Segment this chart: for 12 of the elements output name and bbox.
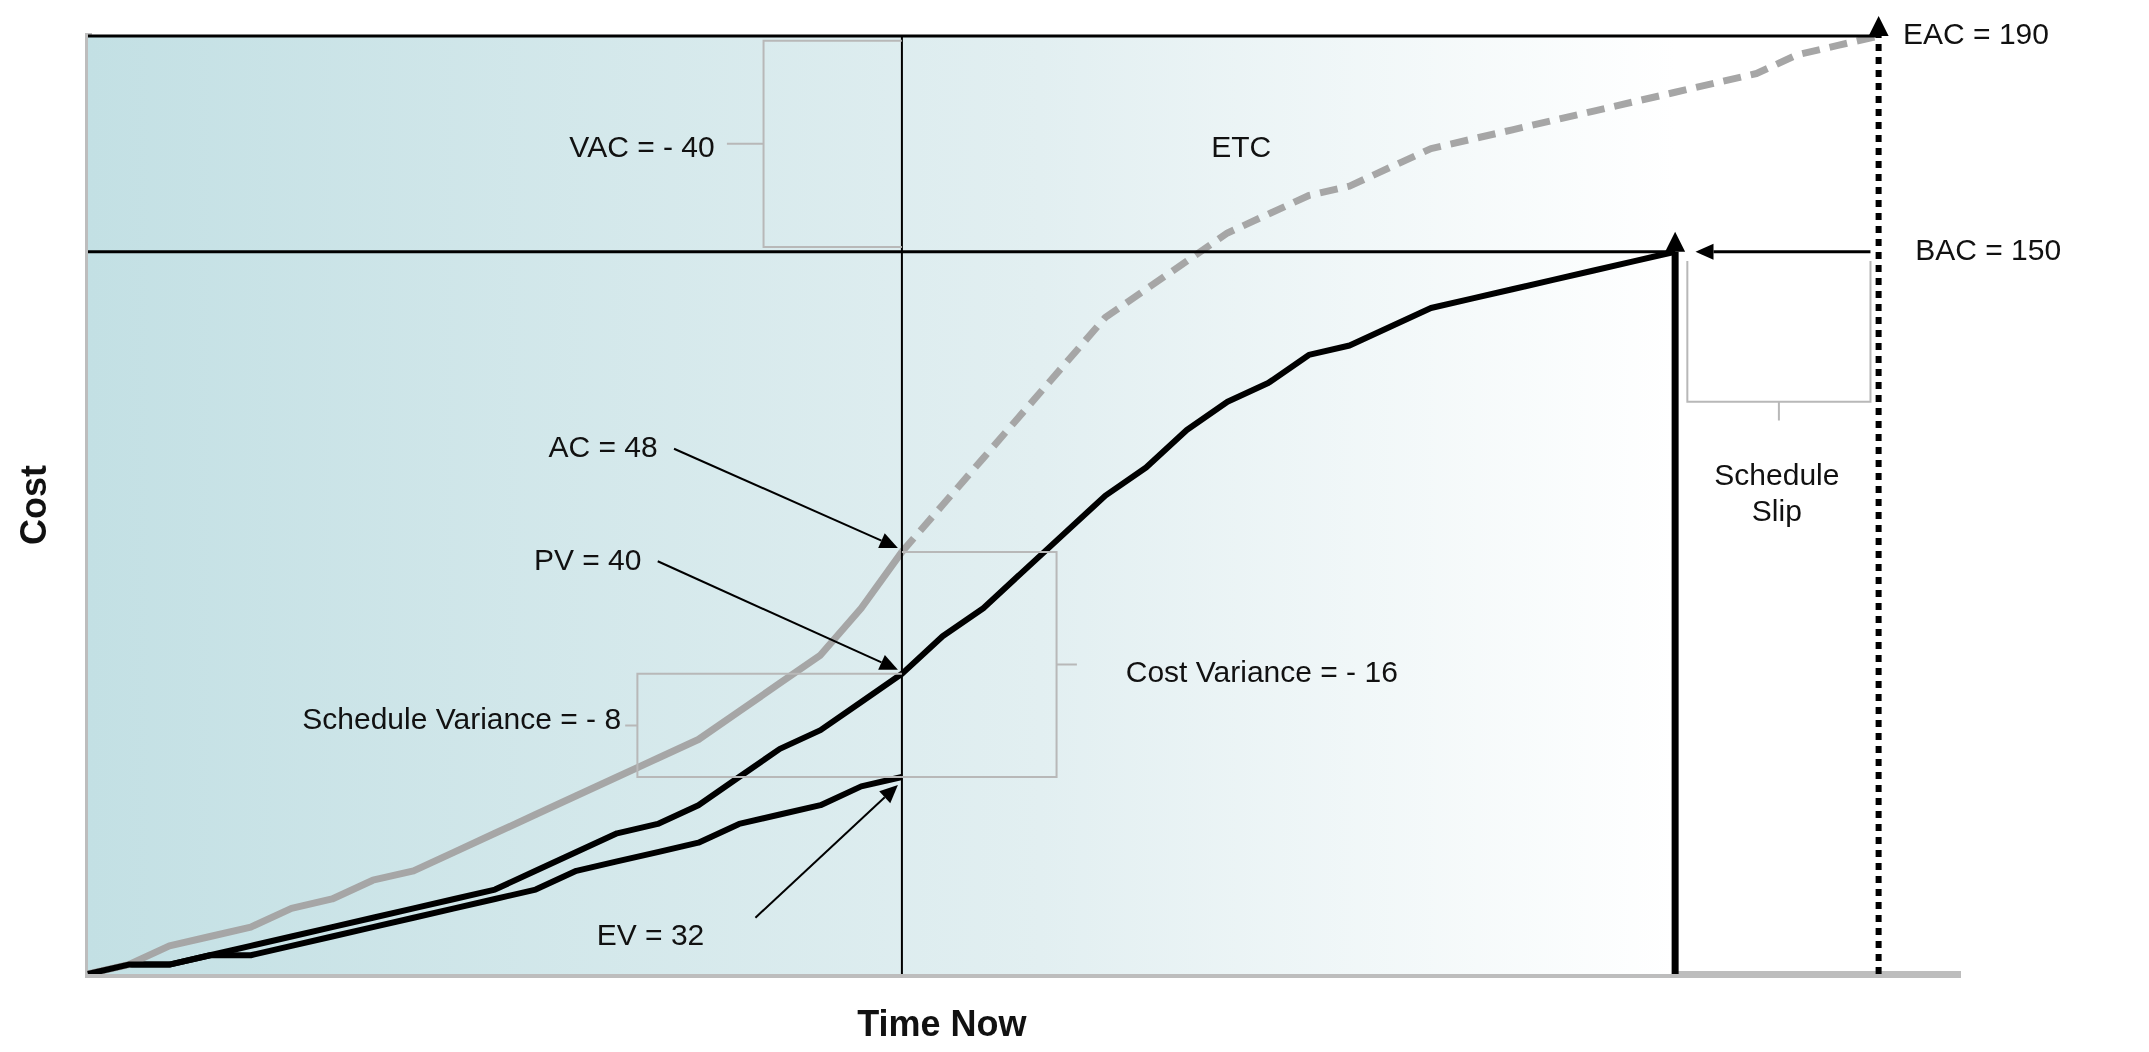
annotation: ETC [1211,129,1272,163]
annotation: Schedule Slip [1714,458,1840,528]
annotation: VAC = - 40 [569,129,715,163]
annotation: PV = 40 [533,542,642,576]
annotation: Cost Variance = - 16 [1125,655,1398,689]
annotation: AC = 48 [548,429,658,463]
y-axis-title: Cost [12,464,54,545]
annotation: EV = 32 [596,917,705,951]
x-axis-title: Time Now [857,1002,1028,1044]
annotation: EAC = 190 [1903,17,2049,51]
annotation: BAC = 150 [1915,233,2062,267]
annotation: Schedule Variance = - 8 [302,702,622,736]
